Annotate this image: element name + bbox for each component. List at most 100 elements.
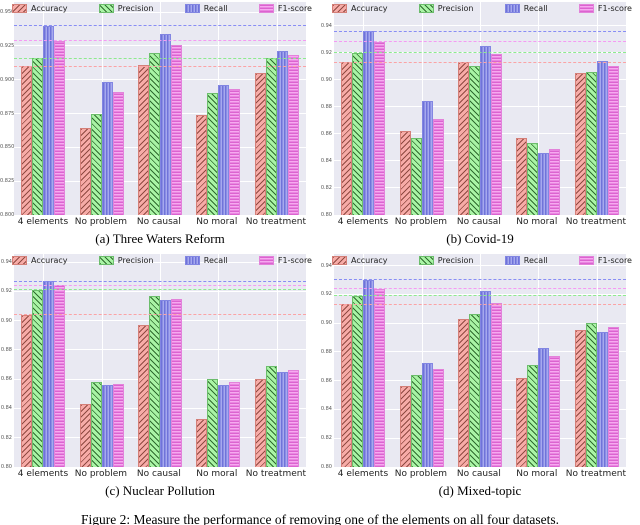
- bar-accuracy: [21, 66, 33, 215]
- bar-precision: [468, 314, 480, 467]
- bar-group: [509, 2, 567, 215]
- bar-precision: [90, 382, 102, 467]
- bar-accuracy: [516, 377, 528, 467]
- x-tick-label: No moral: [196, 217, 238, 227]
- bar-group: [131, 254, 189, 467]
- bar-recall: [159, 300, 171, 467]
- legend-swatch-f1-score: [258, 4, 274, 13]
- legend-item-precision: Precision: [98, 4, 154, 13]
- gridline: [421, 254, 423, 467]
- y-tick-label: 0.84: [0, 405, 12, 412]
- bar-group: [392, 254, 450, 467]
- x-tick-label: No problem: [74, 217, 128, 227]
- bar-f1-score: [549, 356, 561, 467]
- baseline-recall: [14, 25, 306, 27]
- legend-item-precision: Precision: [98, 256, 154, 265]
- bar-accuracy: [516, 137, 528, 215]
- bar-group: [392, 2, 450, 215]
- x-axis: 4 elements No problem No causal No moral No …: [334, 217, 626, 227]
- baseline-precision: [334, 52, 626, 54]
- subfigure-grid: 0.800 0.825 0.850 0.875 0.900 0.925 0.950 Accur…: [0, 2, 632, 498]
- bar-group: [509, 254, 567, 467]
- y-tick-label: 0.800: [0, 212, 15, 218]
- legend-label-accuracy: Accuracy: [351, 256, 388, 265]
- plot-area: [334, 2, 626, 215]
- baseline-recall: [334, 279, 626, 281]
- bar-precision: [90, 113, 102, 215]
- bar-accuracy: [399, 131, 411, 215]
- x-axis: 4 elements No problem No causal No moral No …: [14, 217, 306, 227]
- legend-item-recall: Recall: [184, 256, 228, 265]
- legend-label-f1-score: F1-score: [597, 4, 632, 13]
- bar-f1-score: [374, 288, 386, 467]
- legend-swatch-precision: [418, 256, 434, 265]
- y-tick-label: 0.94: [320, 22, 332, 29]
- x-tick-label: No problem: [394, 217, 448, 227]
- x-tick-label: No problem: [394, 469, 448, 479]
- bar-recall: [596, 60, 608, 215]
- x-tick-label: No moral: [516, 469, 558, 479]
- legend-swatch-recall: [504, 4, 520, 13]
- y-tick-label: 0.950: [0, 9, 15, 16]
- bar-recall: [479, 291, 491, 467]
- bar-precision: [32, 58, 44, 215]
- bar-f1-score: [54, 40, 66, 215]
- legend: Accuracy Precision Recall F1-score: [332, 4, 632, 13]
- legend-item-recall: Recall: [504, 256, 548, 265]
- bar-f1-score: [112, 383, 124, 467]
- bar-f1-score: [490, 302, 502, 467]
- legend-label-recall: Recall: [203, 4, 228, 13]
- subcaption-d: (d) Mixed-topic: [438, 483, 522, 498]
- bar-precision: [207, 93, 219, 215]
- subcaption-c: (c) Nuclear Pollution: [105, 483, 215, 498]
- bar-precision: [148, 295, 160, 467]
- bar-f1-score: [374, 41, 386, 215]
- bar-group: [451, 2, 509, 215]
- bar-f1-score: [432, 369, 444, 467]
- bar-recall: [596, 331, 608, 467]
- legend-item-accuracy: Accuracy: [332, 256, 388, 265]
- bar-recall: [421, 101, 433, 215]
- y-tick-label: 0.825: [0, 178, 15, 185]
- legend-label-recall: Recall: [523, 256, 548, 265]
- baseline-f1-score: [14, 284, 306, 286]
- baseline-precision: [14, 289, 306, 291]
- baseline-f1-score: [334, 41, 626, 43]
- bar-recall: [43, 25, 55, 215]
- bar-recall: [218, 85, 230, 215]
- y-tick-label: 0.86: [320, 377, 332, 384]
- x-tick-label: No moral: [516, 217, 558, 227]
- legend-swatch-f1-score: [578, 4, 594, 13]
- bar-accuracy: [254, 73, 266, 215]
- legend-item-recall: Recall: [184, 4, 228, 13]
- legend-label-accuracy: Accuracy: [31, 256, 68, 265]
- bar-recall: [421, 363, 433, 467]
- bar-precision: [585, 71, 597, 215]
- legend-swatch-precision: [98, 256, 114, 265]
- legend-swatch-precision: [418, 4, 434, 13]
- baseline-precision: [14, 57, 306, 59]
- bar-precision: [148, 52, 160, 215]
- legend: Accuracy Precision Recall F1-score: [12, 256, 312, 265]
- legend-label-f1-score: F1-score: [597, 256, 632, 265]
- gridline: [276, 254, 278, 467]
- y-tick-label: 0.92: [320, 291, 332, 298]
- gridline: [538, 2, 540, 215]
- x-tick-label: No causal: [456, 469, 501, 479]
- legend-item-f1-score: F1-score: [258, 256, 312, 265]
- bar-accuracy: [196, 114, 208, 215]
- x-tick-label: No treatment: [565, 469, 626, 479]
- bar-recall: [101, 82, 113, 215]
- y-tick-label: 0.94: [320, 262, 332, 269]
- legend-label-f1-score: F1-score: [277, 4, 312, 13]
- bar-f1-score: [170, 44, 182, 215]
- bar-precision: [32, 289, 44, 467]
- x-tick-label: 4 elements: [17, 217, 69, 227]
- gridline: [218, 254, 220, 467]
- bar-f1-score: [229, 89, 241, 215]
- legend-swatch-f1-score: [578, 256, 594, 265]
- plot-area: [14, 254, 306, 467]
- y-tick-label: 0.92: [320, 49, 332, 56]
- bar-f1-score: [607, 327, 619, 467]
- y-tick-label: 0.84: [320, 157, 332, 164]
